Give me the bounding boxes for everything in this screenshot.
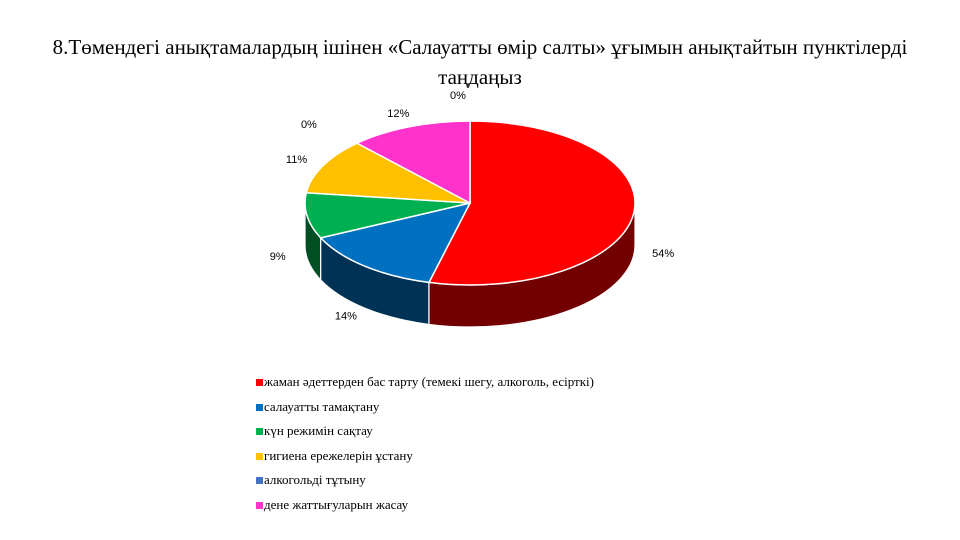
data-label-4: 0% [301,119,317,131]
legend-label: алкогольді тұтыну [264,472,366,487]
legend-item: салауатты тамақтану [256,397,594,422]
legend-label: дене жаттығуларын жасау [264,496,409,512]
pie-labels: 54% 14% 9% 11% 0% 12% 0% [270,90,675,323]
legend-label: күн режимін сақтау [264,423,373,438]
data-label-2: 9% [270,251,286,263]
legend-label: салауатты тамақтану [264,398,380,414]
slice-5 [355,120,471,205]
data-label-5: 12% [387,108,409,120]
data-label-6: 0% [450,90,466,102]
legend-item: күн режимін сақтау [256,421,594,446]
legend-swatch [256,477,263,484]
legend-swatch [256,379,263,386]
legend-item: жаман әдеттерден бас тарту (темекі шегу,… [256,372,594,397]
data-label-3: 11% [286,154,307,166]
data-label-0: 54% [652,248,674,260]
legend-item: алкогольді тұтыну [256,470,594,495]
legend-swatch [256,501,263,509]
slice-3 [305,142,471,204]
data-label-1: 14% [335,310,357,322]
slice-0 [427,120,636,286]
legend-swatch [256,403,263,411]
legend-label: жаман әдеттерден бас тарту (темекі шегу,… [264,374,594,389]
slice-2 [304,191,471,239]
legend-item: гигиена ережелерін ұстану [256,446,594,471]
legend: жаман әдеттерден бас тарту (темекі шегу,… [256,372,594,519]
slice-1 [319,201,472,284]
legend-swatch [256,428,263,435]
legend-label: гигиена ережелерін ұстану [264,447,413,463]
legend-swatch [256,452,263,460]
legend-item: дене жаттығуларын жасау [256,495,594,520]
chart-title: 8.Төмендегі анықтамалардың ішінен «Салау… [52,35,908,89]
pie-tops [304,120,636,286]
